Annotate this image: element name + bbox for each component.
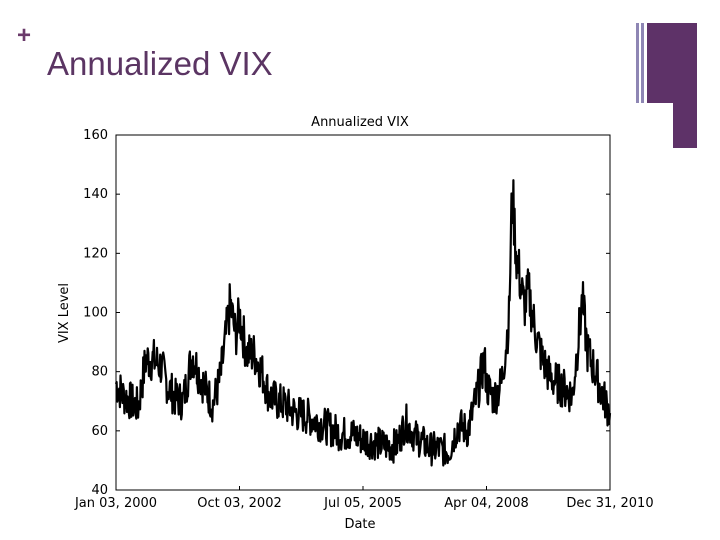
accent-box-lower [673, 103, 697, 148]
y-axis: 40 60 80 100 120 140 160 [83, 128, 610, 498]
x-tick-label: Jan 03, 2000 [74, 496, 157, 511]
x-axis: Jan 03, 2000 Oct 03, 2002 Jul 05, 2005 Apr … [74, 486, 654, 511]
vix-series-line [114, 179, 612, 467]
bullet-plus: + [17, 22, 32, 49]
slide-title: Annualized VIX [47, 45, 273, 82]
y-tick-label: 40 [91, 483, 108, 498]
y-tick-label: 120 [83, 246, 108, 261]
y-tick-label: 60 [91, 424, 108, 439]
y-tick-label: 80 [91, 365, 108, 380]
accent-line-right [641, 23, 644, 103]
y-tick-label: 140 [83, 187, 108, 202]
x-axis-label: Date [344, 517, 375, 532]
y-tick-label: 160 [83, 128, 108, 143]
series-layer [114, 179, 612, 467]
x-tick-label: Oct 03, 2002 [197, 496, 282, 511]
x-tick-label: Apr 04, 2008 [444, 496, 529, 511]
y-axis-label: VIX Level [57, 283, 72, 343]
accent-box-upper [647, 23, 697, 103]
x-tick-label: Jul 05, 2005 [323, 496, 402, 511]
y-tick-label: 100 [83, 306, 108, 321]
chart-title: Annualized VIX [311, 115, 409, 130]
x-tick-label: Dec 31, 2010 [566, 496, 653, 511]
accent-line-left [636, 23, 639, 103]
